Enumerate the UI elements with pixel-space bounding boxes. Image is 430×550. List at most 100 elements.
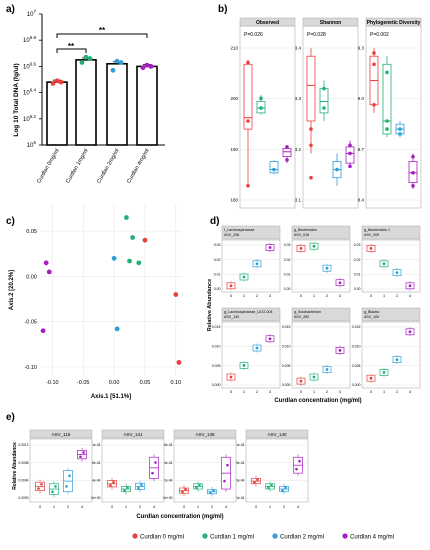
- facet-strip: [302, 17, 359, 27]
- panel-label-b: b): [218, 4, 227, 15]
- facet-title: ASV_116: [52, 432, 71, 437]
- bar: [75, 59, 97, 146]
- facet-ytick-label: 180: [230, 198, 238, 203]
- facet-title: ASV_138: [195, 432, 215, 437]
- box-point: [281, 489, 284, 492]
- facet-xtick-label: 0: [370, 390, 372, 394]
- facet-xtick-label: 4: [269, 390, 271, 394]
- data-point: [54, 78, 60, 84]
- box-point: [411, 171, 415, 175]
- panel-c-xtick-label: 0.00: [109, 380, 120, 386]
- facet-title-line1: g_Bacteroides: [294, 228, 317, 232]
- box-point: [398, 127, 402, 131]
- box: [269, 161, 279, 174]
- facet-ytick-label: 0.03: [354, 243, 361, 247]
- box-point: [259, 106, 263, 110]
- facet-plot-area: [101, 438, 165, 503]
- facet-xtick-label: 2: [256, 294, 258, 298]
- scatter-point: [40, 328, 46, 334]
- facet-xtick-label: 2: [396, 294, 398, 298]
- facet-ytick-label: 0.015: [212, 325, 221, 329]
- facet-title-line2: ASV_208: [224, 233, 239, 237]
- facet-ytick-label: 1e-04: [236, 496, 245, 500]
- box-point: [268, 246, 272, 249]
- facet-ytick-label: 0e+00: [163, 496, 172, 500]
- box-point: [372, 51, 376, 55]
- facet-ytick-label: 0.000: [282, 383, 291, 387]
- data-point: [114, 58, 120, 64]
- sig-label-short: **: [68, 42, 75, 51]
- facet-title-line2: ASV_130: [224, 315, 239, 319]
- box-point: [246, 119, 250, 123]
- panel-c-plot: -0.10 -0.05 0.00 0.05 0.10 0.05 0.00 -0.05 -0.10: [24, 204, 182, 386]
- facet-xtick-label: 2: [211, 505, 213, 509]
- facet-xtick-label: 0: [300, 390, 302, 394]
- box-point: [255, 262, 259, 266]
- facet-xtick-label: 1: [383, 294, 385, 298]
- box-point: [259, 96, 263, 101]
- facet-ytick-label: 3.3: [295, 96, 302, 101]
- facet-title-line1: g_Solobacterium: [294, 310, 321, 314]
- box-point: [255, 346, 259, 350]
- panel-a-ytick-exponent: 6.4: [30, 88, 37, 93]
- panel-c-xlabel: Axis.1 [51.1%]: [91, 394, 131, 400]
- facet-ytick-label: 0.010: [352, 345, 361, 349]
- box-point: [338, 348, 342, 352]
- panel-a-ticks: 106 106.2 106.4 106.6 106.8 107: [23, 9, 42, 149]
- box-point: [65, 485, 68, 488]
- data-point: [83, 54, 89, 60]
- scatter-point: [142, 237, 148, 243]
- box-point: [309, 127, 313, 131]
- data-point: [79, 60, 85, 65]
- panel-c-plot-area: [40, 204, 182, 376]
- box-point: [395, 271, 399, 274]
- facet-xtick-label: 0: [255, 505, 257, 509]
- facet-plot-area: [291, 321, 351, 389]
- facet-strip: [239, 17, 296, 27]
- box-point: [253, 481, 256, 484]
- facet-strip: [173, 429, 237, 439]
- facet-xtick-label: 1: [197, 505, 199, 509]
- facet-strip: [101, 429, 165, 439]
- panel-e-xlabel: Curdlan concentration (mg/ml): [136, 514, 223, 520]
- box-point: [325, 266, 329, 270]
- facet-xtick-label: 1: [243, 390, 245, 394]
- panel-a-xlabel: Curdlan 1mg/ml: [65, 148, 90, 185]
- box: [382, 63, 392, 135]
- facet-xtick-label: 1: [383, 390, 385, 394]
- facet-title-line2: ASV_016: [294, 233, 309, 237]
- legend-swatch: [202, 533, 208, 539]
- scatter-point: [114, 326, 120, 332]
- box-point: [385, 70, 389, 75]
- box-point: [198, 483, 201, 487]
- box-point: [267, 486, 270, 490]
- box-point: [411, 184, 415, 188]
- box-point: [348, 164, 352, 169]
- facet-ytick-label: 0.00: [284, 287, 291, 291]
- facet-strip: [221, 225, 281, 240]
- facet-ytick-label: 3.1: [295, 198, 302, 203]
- box-point: [299, 379, 303, 383]
- panel-c-ytick-label: -0.05: [24, 320, 37, 326]
- box-point: [285, 145, 289, 149]
- facet-xtick-label: 1: [125, 505, 127, 509]
- scatter-point: [173, 292, 179, 297]
- box: [306, 55, 316, 122]
- facet-ytick-label: 0.0000: [18, 496, 28, 500]
- facet-xtick-label: 2: [396, 390, 398, 394]
- facet-ytick-label: 3.2: [295, 147, 302, 152]
- facet-ytick-label: 0.03: [214, 243, 221, 247]
- box: [282, 148, 292, 158]
- box-point: [284, 486, 287, 490]
- box-point: [335, 167, 339, 172]
- panel-b-facets: Observed P=0.026 210 200 190 180 Shannon P=0.02…: [230, 17, 422, 209]
- panel-a-xlabel: Curdlan 4mg/ml: [126, 148, 151, 185]
- box-point: [82, 451, 85, 454]
- facet-ytick-label: 0.000: [352, 383, 361, 387]
- box-point: [348, 143, 352, 148]
- facet-ytick-label: 5e-04: [236, 461, 245, 465]
- box-point: [126, 486, 129, 490]
- panel-a-ytick-exponent: 6: [33, 140, 36, 145]
- scatter-point: [43, 260, 49, 266]
- bar: [136, 65, 158, 146]
